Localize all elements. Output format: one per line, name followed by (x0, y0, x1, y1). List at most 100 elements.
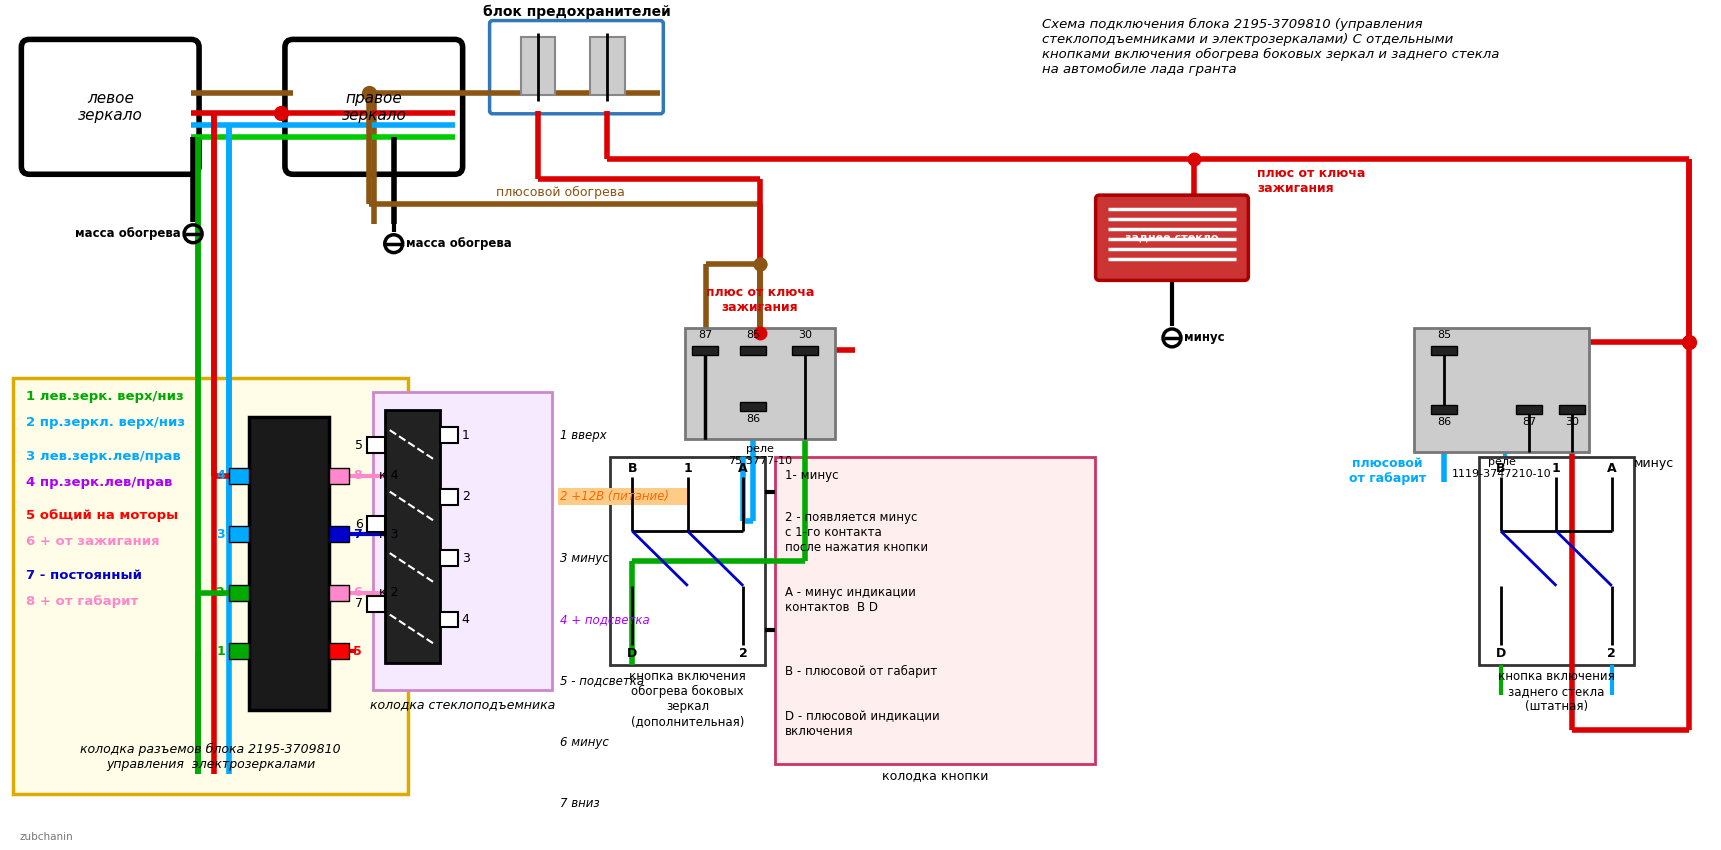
Text: 2: 2 (1607, 647, 1616, 660)
Bar (1516, 405, 1542, 414)
Text: 5 - подсветка: 5 - подсветка (561, 675, 645, 688)
Text: 86: 86 (747, 414, 761, 424)
Text: 1 вверх: 1 вверх (561, 428, 608, 442)
Text: 7 вниз: 7 вниз (561, 797, 601, 811)
Text: 2: 2 (461, 490, 470, 503)
Text: минус: минус (1633, 457, 1675, 470)
Text: 7: 7 (353, 528, 361, 541)
Bar (14, 377, 408, 794)
Text: 87: 87 (1521, 417, 1537, 428)
Text: 30: 30 (799, 330, 812, 340)
Bar (439, 612, 458, 627)
Bar (740, 346, 766, 354)
Text: 5 общий на моторы: 5 общий на моторы (26, 509, 179, 523)
Bar (1432, 405, 1458, 414)
Text: 85: 85 (747, 330, 761, 340)
Bar (740, 402, 766, 411)
FancyBboxPatch shape (21, 39, 200, 174)
Text: 3: 3 (217, 528, 225, 541)
Bar (611, 457, 766, 666)
Text: 8: 8 (353, 469, 361, 482)
Text: A: A (738, 462, 749, 475)
Text: к 4: к 4 (379, 469, 398, 482)
Text: 3: 3 (461, 552, 470, 564)
Text: 2: 2 (738, 647, 747, 660)
Bar (329, 468, 349, 484)
Text: колодка стеклоподъемника: колодка стеклоподъемника (370, 698, 556, 711)
Text: B: B (1496, 462, 1506, 475)
Text: 8 + от габарит: 8 + от габарит (26, 595, 139, 608)
Text: B: B (628, 462, 637, 475)
Bar (1478, 457, 1633, 666)
Bar (1415, 328, 1588, 452)
Bar (1432, 346, 1458, 354)
Text: масса обогрева: масса обогрева (406, 237, 511, 250)
Bar (590, 37, 625, 95)
Text: минус: минус (1184, 332, 1225, 344)
Text: плюсовой обогрева: плюсовой обогрева (496, 186, 625, 199)
Text: 85: 85 (1437, 330, 1451, 340)
Bar (685, 328, 835, 439)
Text: 6: 6 (355, 518, 363, 531)
Bar (229, 526, 250, 542)
Text: 6: 6 (353, 586, 361, 599)
Text: колодка разъемов блока 2195-3709810
управления  электрозеркалами: колодка разъемов блока 2195-3709810 упра… (81, 743, 341, 771)
Text: кнопка включения
обогрева боковых
зеркал
(дополнительная): кнопка включения обогрева боковых зеркал… (630, 670, 747, 728)
Text: плюсовой
от габарит: плюсовой от габарит (1349, 457, 1425, 484)
Text: кнопка включения
заднего стекла
(штатная): кнопка включения заднего стекла (штатная… (1497, 670, 1614, 713)
Bar (367, 517, 386, 532)
Bar (373, 393, 552, 690)
Text: плюс от ключа
зажигания: плюс от ключа зажигания (1258, 167, 1366, 196)
Text: 1- минус: 1- минус (785, 469, 838, 482)
Text: 7 - постоянный: 7 - постоянный (26, 569, 143, 582)
Text: 87: 87 (699, 330, 712, 340)
Text: 1: 1 (217, 645, 225, 658)
Text: к 3: к 3 (379, 528, 398, 541)
Text: 1 лев.зерк. верх/низ: 1 лев.зерк. верх/низ (26, 390, 184, 404)
Text: 4: 4 (217, 469, 225, 482)
Bar (367, 596, 386, 612)
Text: левое
зеркало: левое зеркало (77, 91, 143, 123)
Text: 7: 7 (355, 598, 363, 610)
Text: 2 пр.зеркл. верх/низ: 2 пр.зеркл. верх/низ (26, 416, 186, 429)
Bar (329, 643, 349, 660)
Text: 3 минус: 3 минус (561, 552, 609, 564)
FancyBboxPatch shape (286, 39, 463, 174)
Text: 4 пр.зерк.лев/прав: 4 пр.зерк.лев/прав (26, 476, 172, 489)
Text: 30: 30 (1564, 417, 1578, 428)
Bar (439, 428, 458, 443)
Text: к 2: к 2 (379, 586, 398, 599)
Text: плюс от ключа
зажигания: плюс от ключа зажигания (706, 286, 814, 314)
Text: правое
зеркало: правое зеркало (341, 91, 406, 123)
Text: 86: 86 (1437, 417, 1451, 428)
Text: блок предохранителей: блок предохранителей (482, 4, 671, 19)
Text: A: A (1607, 462, 1616, 475)
Text: Схема подключения блока 2195-3709810 (управления
стеклоподъемниками и электрозер: Схема подключения блока 2195-3709810 (уп… (1041, 18, 1499, 76)
Text: 5: 5 (353, 645, 361, 658)
Text: 2 +12В (питание): 2 +12В (питание) (561, 490, 669, 503)
Text: 3 лев.зерк.лев/прав: 3 лев.зерк.лев/прав (26, 450, 181, 463)
Bar (250, 417, 329, 710)
Bar (439, 489, 458, 505)
Bar (520, 37, 556, 95)
FancyBboxPatch shape (1096, 196, 1248, 280)
Text: 4 + подсветка: 4 + подсветка (561, 613, 651, 626)
Text: 6 + от зажигания: 6 + от зажигания (26, 536, 160, 548)
Bar (792, 346, 817, 354)
Bar (229, 585, 250, 601)
Bar (386, 411, 439, 663)
Text: D: D (626, 647, 637, 660)
Text: реле
1119-3747210-10: реле 1119-3747210-10 (1451, 457, 1551, 479)
Text: zubchanin: zubchanin (19, 831, 72, 842)
Bar (229, 468, 250, 484)
Text: заднее стекло: заднее стекло (1126, 233, 1218, 243)
Bar (692, 346, 718, 354)
Text: D: D (1496, 647, 1506, 660)
Text: 5: 5 (355, 439, 363, 451)
Text: 1: 1 (1552, 462, 1561, 475)
FancyBboxPatch shape (489, 20, 663, 114)
Bar (329, 585, 349, 601)
Text: 4: 4 (461, 613, 470, 626)
Bar (229, 643, 250, 660)
Text: А - минус индикации
контактов  В D: А - минус индикации контактов В D (785, 586, 916, 614)
